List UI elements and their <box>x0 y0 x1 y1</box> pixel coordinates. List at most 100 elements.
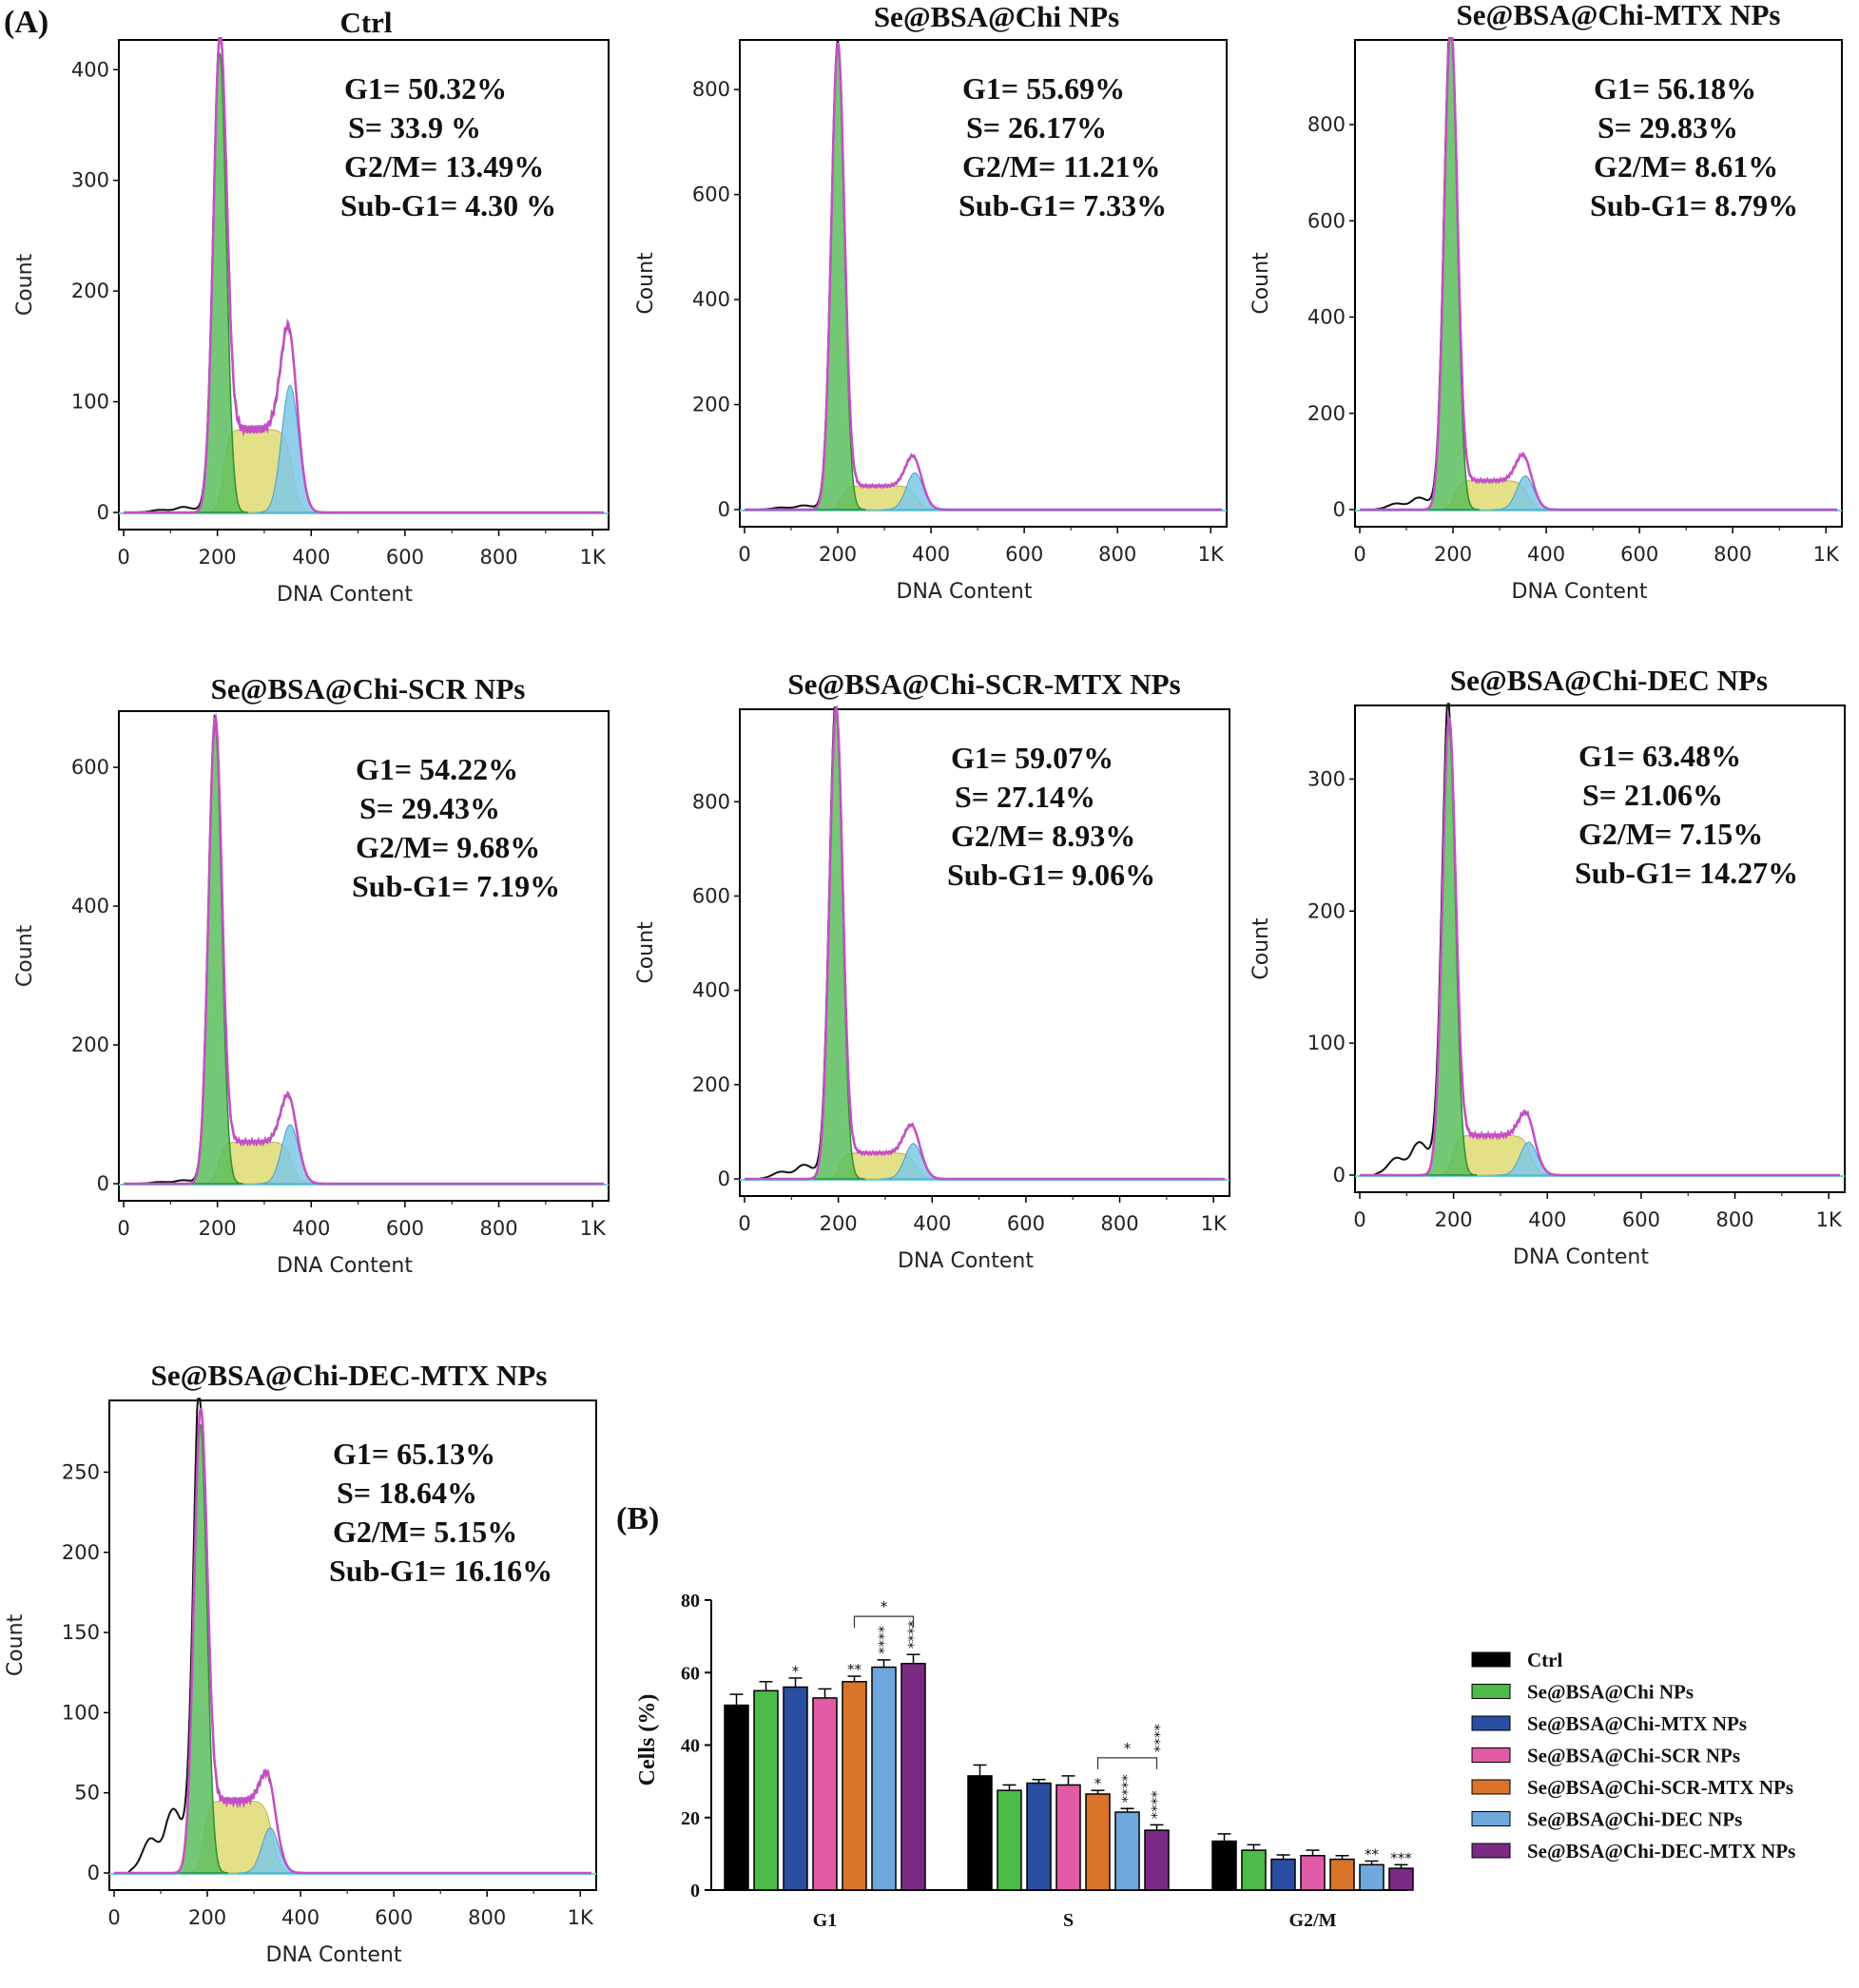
bar-y-axis-label: Cells (%) <box>635 1694 660 1786</box>
panel-b-label: (B) <box>616 1501 659 1536</box>
legend-swatch <box>1471 1651 1511 1668</box>
bar-g1-0 <box>724 1704 749 1891</box>
bar-g1-4 <box>842 1681 867 1891</box>
bar-s-6 <box>1144 1829 1170 1891</box>
stat-line: G1= 63.48% <box>1578 739 1741 773</box>
significance-mark: * <box>792 1663 800 1680</box>
x-axis-label: DNA Content <box>897 580 1033 604</box>
x-axis-label: DNA Content <box>1512 580 1648 604</box>
x-tick-label: 800 <box>1715 1208 1753 1231</box>
category-label: G1 <box>813 1910 838 1931</box>
y-tick-label: 400 <box>692 288 730 311</box>
x-tick-label: 1K <box>568 1906 594 1929</box>
y-tick-label: 800 <box>692 78 730 101</box>
stat-line: G1= 55.69% <box>962 71 1125 106</box>
stat-line: G2/M= 8.61% <box>1594 149 1778 183</box>
y-tick-label: 300 <box>1307 767 1346 790</box>
y-tick-label: 250 <box>62 1460 100 1483</box>
bracket-label: * <box>1124 1740 1132 1757</box>
plot-frame <box>739 708 1230 1197</box>
plot-frame <box>118 39 610 531</box>
x-tick-label: 200 <box>820 1212 858 1235</box>
legend-swatch <box>1471 1811 1511 1826</box>
y-tick-label: 600 <box>1307 209 1346 232</box>
y-axis-label: Count <box>13 924 37 987</box>
x-axis-label: DNA Content <box>266 1943 402 1967</box>
y-tick-label: 0 <box>718 1168 730 1190</box>
bar-g2m-6 <box>1388 1867 1414 1891</box>
data-trace <box>124 714 604 1185</box>
significance-mark: **** <box>905 1620 922 1650</box>
stat-line: S= 26.17% <box>966 110 1107 145</box>
x-tick-label: 600 <box>1007 1212 1045 1235</box>
y-tick-label: 600 <box>692 183 730 206</box>
legend-swatch <box>1471 1684 1511 1699</box>
x-tick-label: 600 <box>1622 1208 1660 1231</box>
stat-line: G1= 56.18% <box>1594 71 1756 106</box>
bar-g1-6 <box>900 1662 926 1891</box>
stat-line: S= 27.14% <box>955 780 1095 814</box>
y-tick-label: 50 <box>74 1782 100 1805</box>
histogram-panel-3: 0 200 400 600 800 0 200 400 600 800 1K DNA Content C… <box>1249 0 1843 604</box>
x-tick-label: 0 <box>1353 543 1365 566</box>
x-tick-label: 200 <box>819 543 857 566</box>
y-tick-label: 400 <box>1307 306 1346 329</box>
panel-title: Se@BSA@Chi-DEC-MTX NPs <box>151 1359 548 1392</box>
stat-line: Sub-G1= 7.19% <box>352 869 560 903</box>
x-tick-label: 1K <box>1201 1212 1228 1235</box>
legend-swatch <box>1471 1747 1511 1763</box>
model-envelope <box>114 1407 591 1875</box>
stat-line: G2/M= 5.15% <box>333 1515 517 1549</box>
x-tick-label: 800 <box>479 546 517 569</box>
g1-phase-area <box>1422 37 1480 511</box>
histogram-panel-4: 0 200 400 600 0 200 400 600 800 1K DNA Content Coun… <box>13 672 610 1278</box>
x-tick-label: 400 <box>913 1212 951 1235</box>
data-trace <box>1360 703 1840 1176</box>
stat-line: G2/M= 9.68% <box>356 830 540 864</box>
comparison-bracket <box>853 1615 915 1629</box>
bar-g2m-1 <box>1241 1849 1267 1891</box>
x-tick-label: 1K <box>1816 1208 1843 1231</box>
y-tick-label: 400 <box>71 895 109 917</box>
bar-y-tick-label: 40 <box>681 1736 700 1757</box>
model-envelope <box>1360 713 1840 1177</box>
y-tick-label: 0 <box>87 1862 100 1884</box>
legend-label: Se@BSA@Chi-DEC-MTX NPs <box>1527 1840 1795 1863</box>
plot-frame <box>118 710 610 1202</box>
bar-s-4 <box>1085 1793 1111 1891</box>
stat-line: Sub-G1= 9.06% <box>947 858 1155 892</box>
bar-g1-3 <box>812 1697 838 1891</box>
category-label: S <box>1063 1910 1074 1931</box>
y-axis-label: Count <box>1249 917 1273 980</box>
x-tick-label: 1K <box>1198 543 1225 566</box>
y-tick-label: 100 <box>62 1701 100 1724</box>
y-axis-label: Count <box>1249 252 1273 315</box>
y-tick-label: 200 <box>71 1033 109 1056</box>
bar-g2m-3 <box>1300 1855 1326 1891</box>
x-tick-label: 0 <box>107 1906 120 1929</box>
bar-g1-5 <box>871 1666 897 1891</box>
model-envelope <box>745 704 1225 1181</box>
y-tick-label: 200 <box>1307 402 1346 425</box>
plot-frame <box>739 39 1228 528</box>
x-tick-label: 400 <box>292 546 330 569</box>
x-tick-label: 600 <box>386 1217 424 1240</box>
y-tick-label: 0 <box>97 501 109 524</box>
bar-s-2 <box>1026 1782 1052 1891</box>
x-tick-label: 600 <box>375 1906 413 1929</box>
x-tick-label: 1K <box>580 546 607 569</box>
bar-y-tick-label: 60 <box>681 1663 700 1684</box>
x-tick-label: 400 <box>292 1217 330 1240</box>
legend-label: Se@BSA@Chi-SCR NPs <box>1527 1745 1740 1767</box>
legend-swatch <box>1471 1779 1511 1795</box>
histogram-panel-5: 0 200 400 600 800 0 200 400 600 800 1K DNA Content C… <box>634 667 1230 1273</box>
x-tick-label: 800 <box>1714 543 1752 566</box>
panel-title: Ctrl <box>339 6 392 39</box>
stat-line: Sub-G1= 8.79% <box>1590 188 1798 222</box>
stat-line: G1= 65.13% <box>333 1437 495 1471</box>
y-axis-label: Count <box>13 253 37 316</box>
g1-phase-area <box>1421 725 1478 1176</box>
legend-label: Ctrl <box>1527 1649 1562 1671</box>
significance-mark: ** <box>847 1661 862 1678</box>
